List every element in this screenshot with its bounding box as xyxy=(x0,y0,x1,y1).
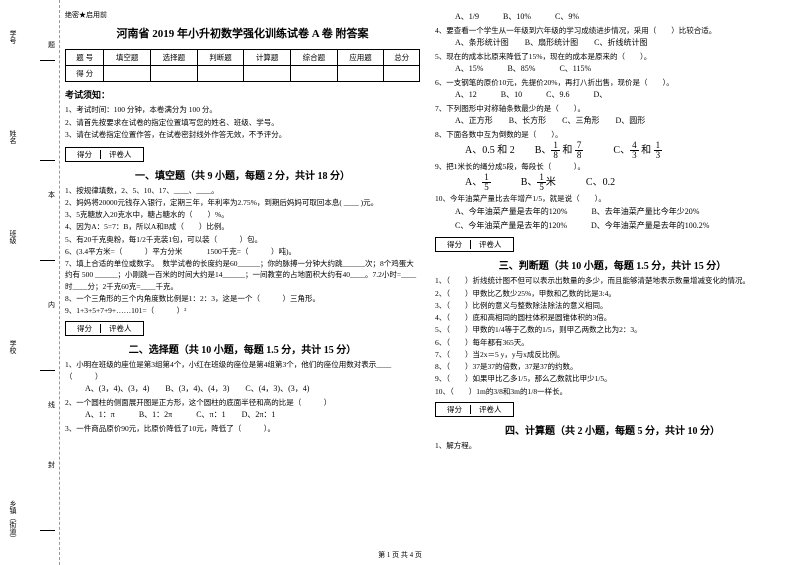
question: 7、填上合适的单位或数字。 数学试卷的长度约是60______；你的脉搏一分钟大… xyxy=(65,258,420,292)
option: A、12 B、10 C、9.6 D、 xyxy=(455,89,790,102)
section-title: 三、判断题（共 10 小题，每题 1.5 分，共计 15 分） xyxy=(435,257,790,272)
question: 10、今年油菜产量比去年增产1/5，就是说（ ）。 xyxy=(435,193,790,204)
question: 5、现在的成本比原来降低了15%，现在的成本是原来的（ ）。 xyxy=(435,51,790,62)
secret-label: 绝密★启用前 xyxy=(65,10,420,20)
binding-line xyxy=(40,260,55,261)
question: 6、（ ）每年都有365天。 xyxy=(435,337,790,348)
binding-label: 姓名 xyxy=(8,130,18,144)
score-cell: 计算题 xyxy=(244,50,291,66)
question: 9、（ ）如果甲比乙多1/5，那么乙数就比甲少1/5。 xyxy=(435,373,790,384)
option: A、条形统计图 B、扇形统计图 C、折线统计图 xyxy=(455,37,790,50)
option: A、1：π B、1：2π C、π：1 D、2π：1 xyxy=(85,409,420,422)
question: 1、解方程。 xyxy=(435,440,790,451)
question: 8、（ ）37是37的倍数，37是37的约数。 xyxy=(435,361,790,372)
notice-item: 2、请首先按要求在试卷的指定位置填写您的姓名、班级、学号。 xyxy=(65,118,420,129)
binding-line xyxy=(40,530,55,531)
option: A、(3，4)、(3，4) B、(3，4)、(4，3) C、(4，3)、(3，4… xyxy=(85,383,420,396)
binding-line xyxy=(40,370,55,371)
score-cell[interactable] xyxy=(197,66,244,82)
notice-item: 3、请在试卷指定位置作答，在试卷密封线外作答无效，不予评分。 xyxy=(65,130,420,141)
question: 1、按规律填数，2、5、10、17、____、____。 xyxy=(65,185,420,196)
section-title: 二、选择题（共 10 小题，每题 1.5 分，共计 15 分） xyxy=(65,341,420,356)
section-title: 一、填空题（共 9 小题，每题 2 分，共计 18 分） xyxy=(65,167,420,182)
question: 3、5克糖放入20克水中，糖占糖水的（ ）%。 xyxy=(65,209,420,220)
option: A、正方形 B、长方形 C、三角形 D、圆形 xyxy=(455,115,790,128)
section-title: 四、计算题（共 2 小题，每题 5 分，共计 10 分） xyxy=(435,422,790,437)
question: 4、因为A：5=7：B，所以A和B成（ ）比例。 xyxy=(65,221,420,232)
question: 8、下面各数中互为倒数的是（ ）。 xyxy=(435,129,790,140)
score-cell: 填空题 xyxy=(104,50,151,66)
score-cell: 得 分 xyxy=(66,66,104,82)
binding-label: 班级 xyxy=(8,230,18,244)
right-column: A、1/9 B、10% C、9% 4、要查看一个学生从一年级到六年级的学习成绩进… xyxy=(435,10,790,452)
seal-mark: 线 xyxy=(48,400,55,410)
left-column: 绝密★启用前 河南省 2019 年小升初数学强化训练试卷 A 卷 附答案 题 号… xyxy=(65,10,420,452)
question: 2、妈妈将20000元钱存入银行，定期三年，年利率为2.75%，到期后妈妈可取回… xyxy=(65,197,420,208)
question: 4、（ ）底和高相同的圆柱体积是圆锥体积的3倍。 xyxy=(435,312,790,323)
question: 1、小明在班级的座位是第3组第4个，小红在班级的座位是第4组第3个，他们的座位用… xyxy=(65,359,420,382)
score-cell[interactable] xyxy=(291,66,338,82)
question: 6、一支钢笔的原价10元，先提价20%，再打八折出售，现价是（ ）。 xyxy=(435,77,790,88)
option: A、15 B、15米 C、0.2 xyxy=(465,173,790,192)
seal-mark: 题 xyxy=(48,40,55,50)
binding-line xyxy=(40,160,55,161)
score-cell: 判断题 xyxy=(197,50,244,66)
notice-title: 考试须知： xyxy=(65,88,420,101)
question: 4、要查看一个学生从一年级到六年级的学习成绩进步情况，采用（ ）比较合适。 xyxy=(435,25,790,36)
option: C、今年油菜产量是去年的120% D、今年油菜产量是去年的100.2% xyxy=(455,220,790,233)
question: 8、一个三角形的三个内角度数比例是1：2：3，这是一个（ ）三角形。 xyxy=(65,293,420,304)
option: A、15% B、85% C、115% xyxy=(455,63,790,76)
score-box: 得分评卷人 xyxy=(435,237,514,252)
question: 7、（ ）当2x＝5 y，y与x成反比例。 xyxy=(435,349,790,360)
score-box: 得分评卷人 xyxy=(65,147,144,162)
score-cell: 题 号 xyxy=(66,50,104,66)
score-box: 得分评卷人 xyxy=(435,402,514,417)
binding-label: 学校 xyxy=(8,340,18,354)
seal-mark: 本 xyxy=(48,190,55,200)
score-cell[interactable] xyxy=(337,66,384,82)
question: 5、有20千克奥粉，每1/2千克装1包，可以装（ ）包。 xyxy=(65,234,420,245)
score-cell[interactable] xyxy=(104,66,151,82)
seal-mark: 内 xyxy=(48,300,55,310)
option: A、今年油菜产量是去年的120% B、去年油菜产量比今年少20% xyxy=(455,206,790,219)
exam-title: 河南省 2019 年小升初数学强化训练试卷 A 卷 附答案 xyxy=(65,25,420,41)
question: 2、（ ）甲数比乙数少25%，甲数和乙数的比是3:4。 xyxy=(435,288,790,299)
question: 5、（ ）甲数的1/4等于乙数的1/5，则甲乙两数之比为2：3。 xyxy=(435,324,790,335)
score-table: 题 号 填空题 选择题 判断题 计算题 综合题 应用题 总分 得 分 xyxy=(65,49,420,82)
question: 9、把1米长的绳分成5段，每段长（ ）。 xyxy=(435,161,790,172)
page-footer: 第 1 页 共 4 页 xyxy=(0,550,800,560)
question: 7、下列图形中对称轴条数最少的是（ ）。 xyxy=(435,103,790,114)
option: A、0.5 和 2 B、18 和 78 C、43 和 13 xyxy=(465,141,790,160)
score-cell: 选择题 xyxy=(151,50,198,66)
score-cell: 应用题 xyxy=(337,50,384,66)
score-cell: 综合题 xyxy=(291,50,338,66)
question: 9、1+3+5+7+9+……101=（ ）² xyxy=(65,305,420,316)
seal-mark: 封 xyxy=(48,460,55,470)
question: 1、（ ）折线统计图不但可以表示出数量的多少，而且能够清楚地表示数量增减变化的情… xyxy=(435,275,790,286)
binding-label: 学号 xyxy=(8,30,18,44)
question: 6、(3.4平方米=（ ）平方分米 1500千克=（ ）吨)。 xyxy=(65,246,420,257)
notice-item: 1、考试时间：100 分钟，本卷满分为 100 分。 xyxy=(65,105,420,116)
score-cell[interactable] xyxy=(384,66,420,82)
question: 3、（ ）比例的意义与整数除法除法的意义相同。 xyxy=(435,300,790,311)
score-cell[interactable] xyxy=(244,66,291,82)
score-cell[interactable] xyxy=(151,66,198,82)
question: 10、（ ）1m的3/8和3m的1/8一样长。 xyxy=(435,386,790,397)
binding-line xyxy=(40,60,55,61)
score-cell: 总分 xyxy=(384,50,420,66)
question: 2、一个圆柱的侧面展开图是正方形，这个圆柱的底面半径和高的比是（ ） xyxy=(65,397,420,408)
binding-label: 乡镇（街道） xyxy=(8,500,18,542)
question: 3、一件商品原价90元，比原价降低了10元，降低了（ ）。 xyxy=(65,423,420,434)
score-box: 得分评卷人 xyxy=(65,321,144,336)
option: A、1/9 B、10% C、9% xyxy=(455,11,790,24)
